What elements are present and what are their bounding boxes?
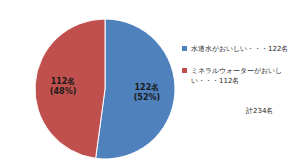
html-text:ミネラルウォーターがおいしい・・・112名: ミネラルウォーターがおいしい・・・112名 bbox=[191, 67, 282, 85]
html-text:水道水がおいしい・・・122名: 水道水がおいしい・・・122名 bbox=[191, 45, 289, 53]
svg-text:112名(48%): 112名(48%) bbox=[50, 77, 76, 96]
svg-text:122名(52%): 122名(52%) bbox=[134, 83, 160, 102]
html-text:計234名: 計234名 bbox=[246, 107, 274, 115]
